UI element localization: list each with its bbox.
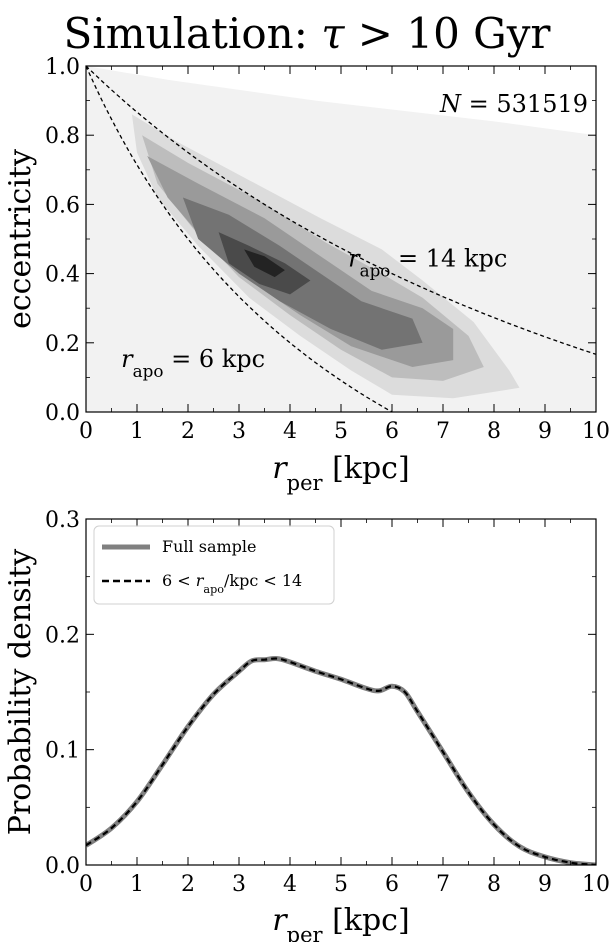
apo-curve-14kpc: [86, 66, 596, 355]
legend-label-0: Full sample: [162, 537, 256, 556]
top-x-tick-label: 3: [232, 419, 246, 444]
bottom-y-axis-label: Probability density: [3, 549, 38, 836]
bottom-y-tick-label: 0.1: [45, 739, 80, 764]
bottom-x-tick-label: 8: [487, 872, 501, 897]
bottom-x-tick-label: 9: [538, 872, 552, 897]
curve-labels: rapo = 14 kpc rapo = 6 kpc: [121, 245, 507, 381]
top-y-tick-label: 0.8: [45, 124, 80, 149]
bottom-x-tick-label: 10: [582, 872, 609, 897]
legend: Full sample 6 < rapo/kpc < 14: [93, 525, 335, 605]
bottom-y-tick-label: 0.3: [45, 508, 80, 533]
top-y-tick-label: 0.4: [45, 263, 80, 288]
bottom-x-tick-label: 3: [232, 872, 246, 897]
bottom-x-tick-label: 0: [79, 872, 93, 897]
top-x-tick-label: 8: [487, 419, 501, 444]
legend-label-1: 6 < rapo/kpc < 14: [162, 571, 302, 596]
bottom-x-tick-label: 2: [181, 872, 195, 897]
bottom-x-axis-label: rper [kpc]: [272, 903, 409, 942]
top-x-tick-label: 4: [283, 419, 297, 444]
top-x-tick-label: 7: [436, 419, 450, 444]
bottom-y-tick-label: 0.0: [45, 854, 80, 879]
legend-box: [93, 525, 335, 605]
probability-density-panel: 0 1 2 3 4 5 6 7 8 9 10 0.0 0.1 0.2 0.3 Full sample 6 < …: [3, 508, 609, 942]
density-contours: [86, 66, 596, 412]
bottom-x-tick-label: 1: [130, 872, 144, 897]
top-x-tick-label: 6: [385, 419, 399, 444]
contour-level-7: [244, 249, 285, 278]
top-x-tick-label: 10: [582, 419, 609, 444]
top-y-axis-label: eccentricity: [3, 149, 38, 329]
curve-label-0: rapo = 14 kpc: [348, 245, 507, 281]
top-x-tick-label: 9: [538, 419, 552, 444]
apo-curve-6kpc: [86, 66, 394, 412]
figure-title: Simulation: τ > 10 Gyr: [64, 9, 552, 58]
top-y-tick-label: 0.2: [45, 332, 80, 357]
top-x-axis-label: rper [kpc]: [272, 451, 409, 495]
top-x-tick-label: 5: [334, 419, 348, 444]
top-x-tick-label: 2: [181, 419, 195, 444]
top-x-tick-label: 0: [79, 419, 93, 444]
bottom-axis-ticks: 0 1 2 3 4 5 6 7 8 9 10 0.0 0.1 0.2 0.3: [45, 508, 609, 897]
bottom-x-tick-label: 6: [385, 872, 399, 897]
bottom-x-tick-label: 5: [334, 872, 348, 897]
density-lines: [86, 656, 596, 865]
top-y-tick-label: 1.0: [45, 55, 80, 80]
series-line-0: [86, 656, 596, 865]
eccentricity-panel: 0 1 2 3 4 5 6 7 8 9 10 0.0 0.2 0.4 0.6 0.8 1.0 N = 53151…: [3, 55, 609, 495]
top-x-tick-label: 1: [130, 419, 144, 444]
bottom-x-tick-label: 4: [283, 872, 297, 897]
top-y-tick-label: 0.0: [45, 401, 80, 426]
sample-size-annotation: N = 531519: [439, 90, 588, 118]
contour-level-5: [182, 197, 423, 350]
top-axis-ticks: 0 1 2 3 4 5 6 7 8 9 10 0.0 0.2 0.4 0.6 0.8 1.0: [45, 55, 609, 444]
apocentre-curves: [86, 66, 596, 412]
top-y-tick-label: 0.6: [45, 193, 80, 218]
series-line-1: [86, 657, 596, 865]
bottom-y-tick-label: 0.2: [45, 623, 80, 648]
bottom-x-tick-label: 7: [436, 872, 450, 897]
curve-label-1: rapo = 6 kpc: [121, 345, 265, 381]
